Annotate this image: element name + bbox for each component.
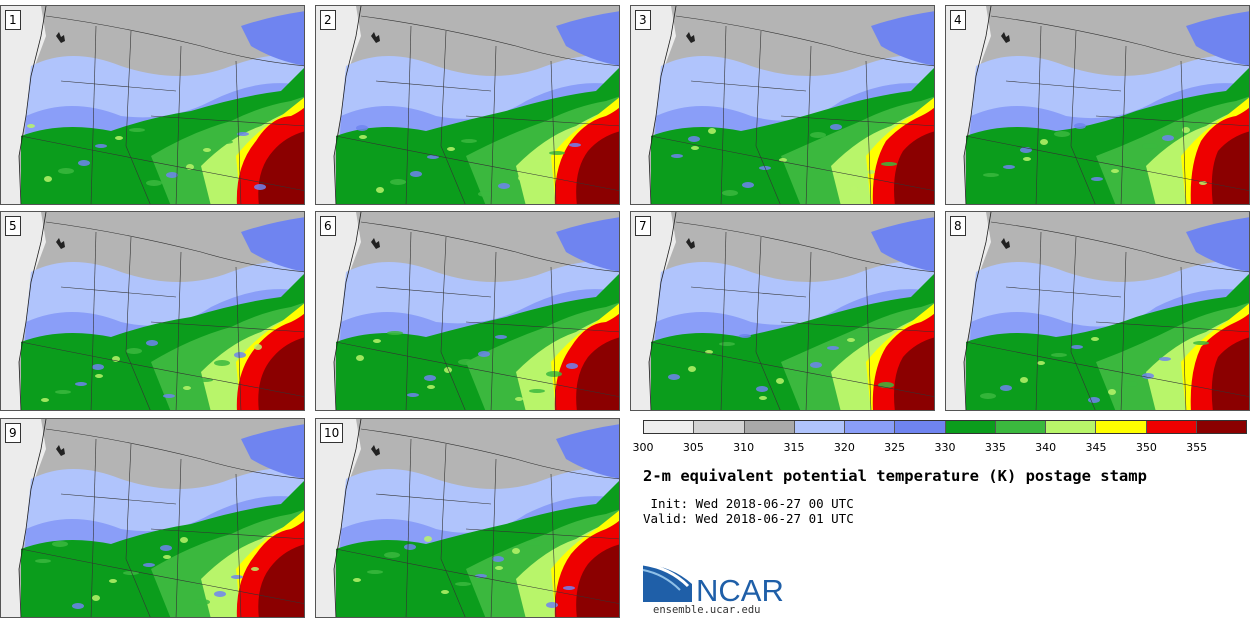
map-image bbox=[316, 419, 619, 617]
panel-number: 9 bbox=[5, 423, 21, 443]
colorbar-tick-label: 305 bbox=[682, 441, 704, 454]
map-panel: 9 bbox=[0, 418, 305, 618]
panel-number: 6 bbox=[320, 216, 336, 236]
colorbar-segment bbox=[844, 421, 895, 433]
colorbar-segment bbox=[693, 421, 744, 433]
panel-number: 8 bbox=[950, 216, 966, 236]
colorbar-tick-label: 350 bbox=[1135, 441, 1157, 454]
colorbar-segment bbox=[743, 421, 794, 433]
colorbar-tick-label: 300 bbox=[632, 441, 654, 454]
colorbar-tick-label: 340 bbox=[1035, 441, 1057, 454]
colorbar-tick-label: 310 bbox=[733, 441, 755, 454]
colorbar-tick-label: 325 bbox=[884, 441, 906, 454]
panel-number: 2 bbox=[320, 10, 336, 30]
init-time: Init: Wed 2018-06-27 00 UTC bbox=[643, 496, 854, 511]
colorbar-tick-label: 330 bbox=[934, 441, 956, 454]
panel-number: 5 bbox=[5, 216, 21, 236]
colorbar-segment bbox=[1045, 421, 1096, 433]
panel-number: 4 bbox=[950, 10, 966, 30]
logo-text: NCAR bbox=[696, 573, 784, 606]
colorbar-tick-label: 345 bbox=[1085, 441, 1107, 454]
map-image bbox=[946, 6, 1249, 204]
panel-number: 3 bbox=[635, 10, 651, 30]
colorbar-segment bbox=[644, 421, 694, 433]
map-image bbox=[316, 212, 619, 410]
panel-number: 10 bbox=[320, 423, 344, 443]
colorbar-tick-label: 315 bbox=[783, 441, 805, 454]
colorbar-tick-label: 355 bbox=[1186, 441, 1208, 454]
map-panel: 8 bbox=[945, 211, 1250, 411]
map-panel: 2 bbox=[315, 5, 620, 205]
map-image bbox=[1, 419, 304, 617]
logo-url: ensemble.ucar.edu bbox=[653, 604, 761, 616]
map-image bbox=[316, 6, 619, 204]
map-panel: 4 bbox=[945, 5, 1250, 205]
colorbar-segment bbox=[944, 421, 995, 433]
valid-time: Valid: Wed 2018-06-27 01 UTC bbox=[643, 511, 854, 526]
plot-title: 2-m equivalent potential temperature (K)… bbox=[643, 467, 1147, 485]
colorbar-segment bbox=[1095, 421, 1146, 433]
map-image bbox=[1, 6, 304, 204]
colorbar-segment bbox=[894, 421, 945, 433]
ncar-logo: NCAR bbox=[642, 562, 784, 606]
map-panel: 6 bbox=[315, 211, 620, 411]
panel-number: 1 bbox=[5, 10, 21, 30]
map-panel: 7 bbox=[630, 211, 935, 411]
map-panel: 1 bbox=[0, 5, 305, 205]
map-panel: 5 bbox=[0, 211, 305, 411]
map-image bbox=[1, 212, 304, 410]
map-image bbox=[631, 6, 934, 204]
colorbar-tick-label: 320 bbox=[833, 441, 855, 454]
colorbar-segment bbox=[1145, 421, 1196, 433]
map-panel: 3 bbox=[630, 5, 935, 205]
colorbar bbox=[643, 420, 1247, 434]
map-image bbox=[631, 212, 934, 410]
map-panel: 10 bbox=[315, 418, 620, 618]
panel-number: 7 bbox=[635, 216, 651, 236]
colorbar-segment bbox=[793, 421, 844, 433]
colorbar-segment bbox=[1195, 421, 1246, 433]
colorbar-segment bbox=[994, 421, 1045, 433]
map-image bbox=[946, 212, 1249, 410]
colorbar-tick-label: 335 bbox=[984, 441, 1006, 454]
